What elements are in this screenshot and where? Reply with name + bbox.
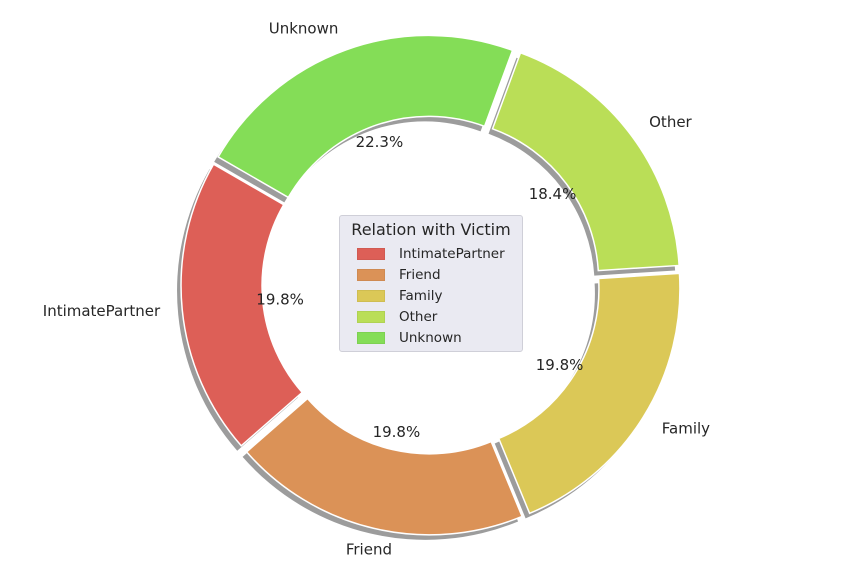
legend-swatch [357, 289, 385, 302]
percent-label-intimatepartner: 19.8% [256, 290, 304, 308]
legend-label: Unknown [399, 329, 462, 346]
legend-label: Other [399, 308, 438, 325]
category-label-friend: Friend [346, 540, 392, 558]
legend-item-intimatepartner: IntimatePartner [348, 243, 514, 264]
slice-family [497, 272, 681, 515]
legend-swatch [357, 331, 385, 344]
slice-unknown [217, 34, 514, 199]
legend-swatch [357, 268, 385, 281]
legend-label: IntimatePartner [399, 245, 505, 262]
slice-intimatepartner [180, 163, 304, 447]
percent-label-friend: 19.8% [373, 423, 421, 441]
legend-swatch [357, 247, 385, 260]
category-label-unknown: Unknown [269, 20, 339, 38]
category-labels: IntimatePartner Friend Family Other Unknown [43, 20, 710, 559]
legend-item-family: Family [348, 285, 514, 306]
legend-item-friend: Friend [348, 264, 514, 285]
percent-label-other: 18.4% [529, 185, 577, 203]
category-label-intimatepartner: IntimatePartner [43, 302, 161, 320]
legend-label: Family [399, 287, 443, 304]
slice-other [491, 51, 680, 272]
legend: Relation with Victim IntimatePartner Fri… [339, 215, 523, 352]
percent-label-unknown: 22.3% [356, 133, 404, 151]
percent-labels: 19.8% 19.8% 19.8% 18.4% 22.3% [256, 133, 583, 441]
percent-label-family: 19.8% [536, 356, 584, 374]
legend-item-unknown: Unknown [348, 327, 514, 348]
legend-item-other: Other [348, 306, 514, 327]
legend-label: Friend [399, 266, 441, 283]
slices [180, 34, 681, 536]
category-label-other: Other [649, 113, 692, 131]
category-label-family: Family [662, 420, 710, 438]
legend-swatch [357, 310, 385, 323]
legend-title: Relation with Victim [351, 220, 511, 239]
slice-friend [245, 397, 524, 536]
